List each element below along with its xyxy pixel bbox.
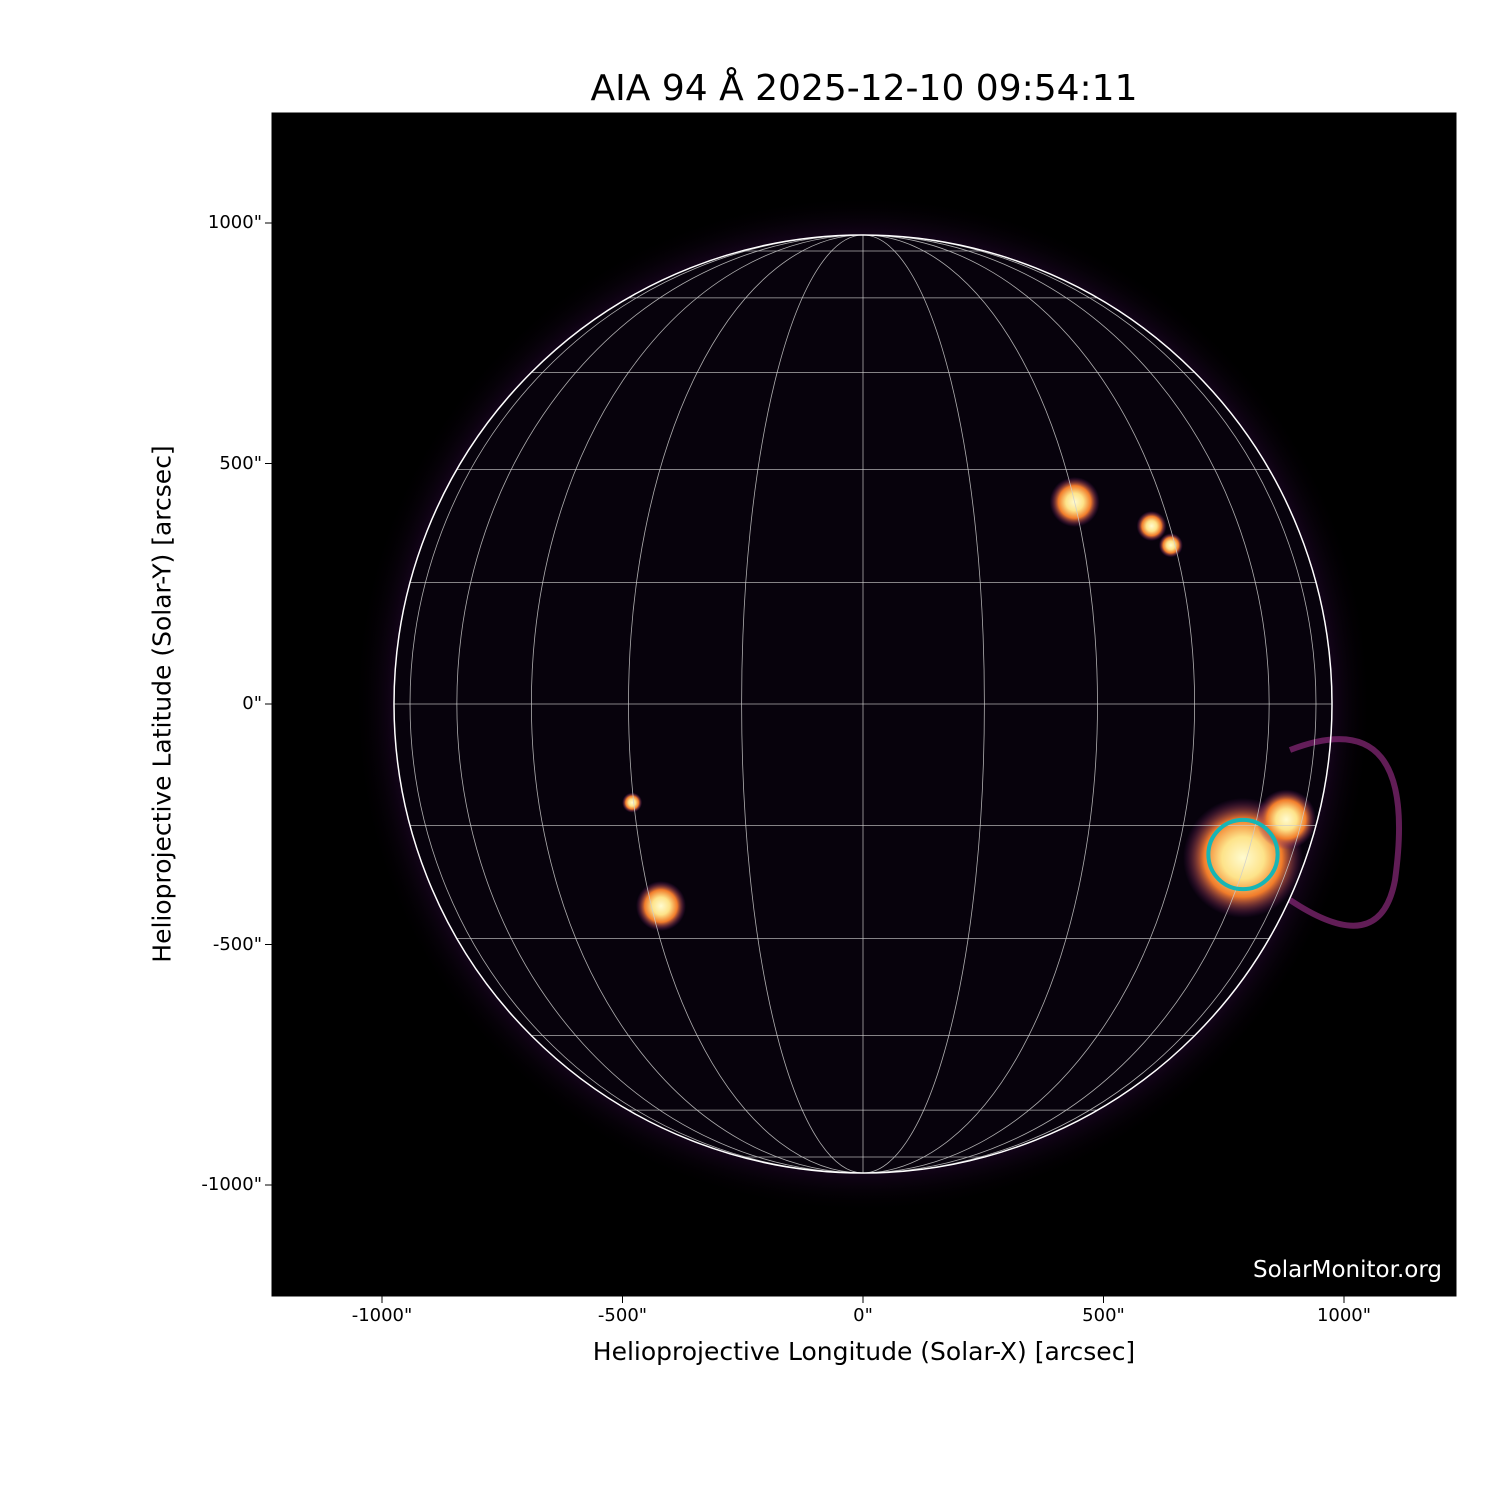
x-tick-label: 0" (853, 1305, 873, 1326)
longitude-gridline (741, 234, 864, 1174)
active-region (635, 881, 686, 932)
longitude-gridline (862, 234, 985, 1174)
coronal-loop (1288, 736, 1402, 929)
active-region (1158, 533, 1183, 558)
active-region (1136, 511, 1167, 542)
plot-title: AIA 94 Å 2025-12-10 09:54:11 (590, 68, 1138, 109)
y-axis-label: Helioprojective Latitude (Solar-Y) [arcs… (147, 445, 177, 963)
y-tick-label: -500" (212, 933, 262, 955)
active-region (1256, 789, 1317, 850)
highlight-circle (1206, 817, 1280, 892)
x-axis-label: Helioprojective Longitude (Solar-X) [arc… (592, 1337, 1136, 1366)
y-tick-label: 0" (242, 693, 262, 714)
x-tick-label: -500" (597, 1305, 648, 1326)
x-tick-label: 500" (1082, 1305, 1125, 1326)
solar-limb (393, 234, 1333, 1174)
y-tick-label: 500" (219, 452, 262, 474)
y-tick-label: -1000" (201, 1174, 262, 1195)
x-tick-label: -1000" (351, 1305, 413, 1326)
active-region (622, 792, 643, 813)
x-tick-label: 1000" (1316, 1305, 1372, 1326)
y-tick-label: 1000" (207, 212, 262, 233)
credit-watermark: SolarMonitor.org (1253, 1257, 1442, 1283)
